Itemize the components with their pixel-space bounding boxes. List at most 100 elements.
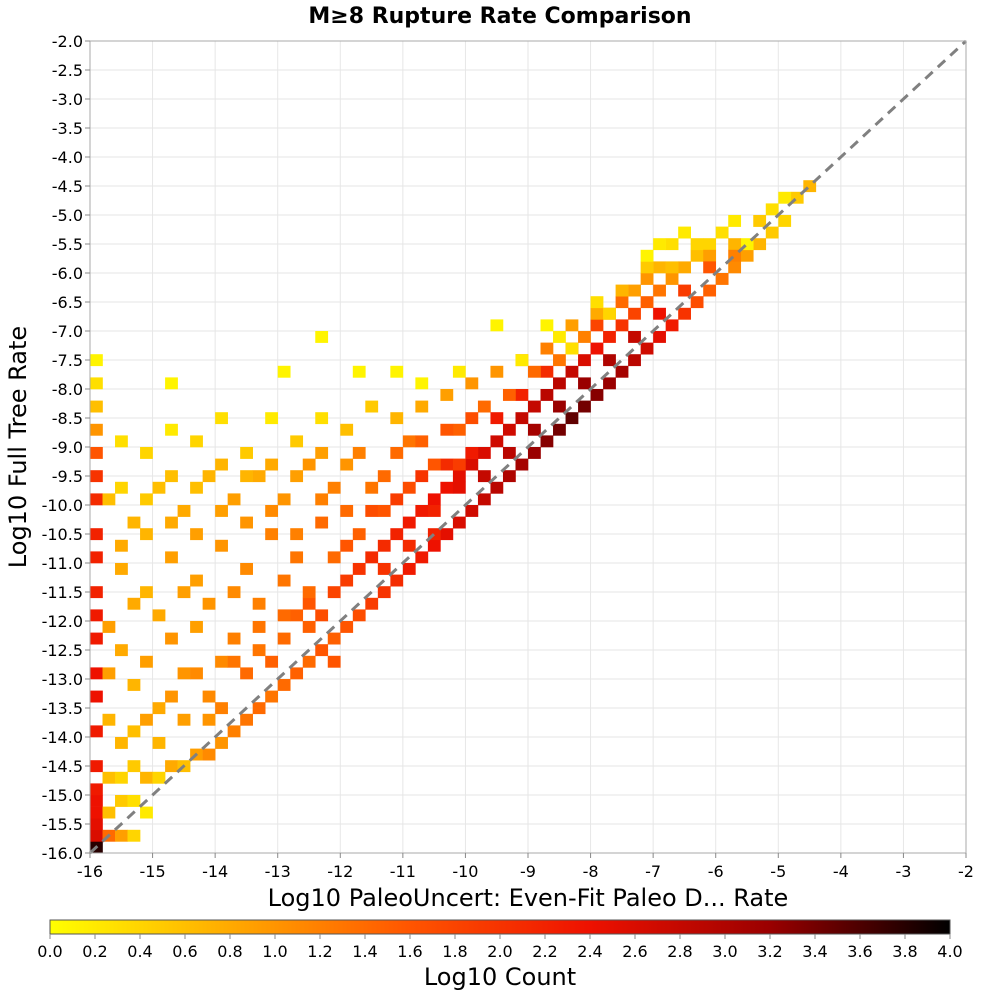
heatmap-cell	[115, 435, 128, 448]
heatmap-cell	[553, 400, 566, 413]
heatmap-cell	[715, 226, 729, 239]
heatmap-cell	[377, 563, 391, 575]
heatmap-cell	[615, 284, 629, 297]
heatmap-cell	[227, 586, 241, 599]
y-tick-label: -7.5	[52, 351, 83, 370]
heatmap-cell	[115, 563, 128, 575]
heatmap-cell	[140, 447, 153, 459]
heatmap-cell	[177, 586, 191, 599]
colorbar-tick-label: 3.2	[757, 942, 782, 961]
heatmap-cell	[115, 795, 128, 807]
heatmap-cell	[365, 505, 379, 517]
heatmap-cell	[765, 203, 779, 216]
heatmap-cell	[415, 470, 429, 483]
heatmap-cell	[728, 238, 742, 251]
heatmap-cell	[728, 249, 742, 262]
heatmap-cell	[603, 377, 616, 390]
heatmap-cell	[102, 667, 116, 680]
heatmap-cell	[553, 331, 566, 343]
heatmap-cell	[327, 632, 341, 645]
heatmap-cell	[90, 447, 103, 459]
heatmap-cell	[540, 389, 554, 401]
heatmap-cell	[540, 319, 554, 332]
colorbar-title: Log10 Count	[424, 963, 576, 991]
heatmap-cell	[590, 296, 604, 309]
y-tick-label: -14.0	[42, 728, 83, 747]
heatmap-cell	[252, 621, 266, 633]
heatmap-cell	[590, 389, 604, 401]
heatmap-cell	[277, 632, 291, 645]
x-axis-title: Log10 PaleoUncert: Even-Fit Paleo D... R…	[268, 884, 789, 912]
heatmap-cell	[653, 284, 666, 297]
heatmap-cell	[390, 493, 404, 506]
heatmap-cell	[703, 238, 717, 251]
heatmap-cell	[603, 307, 616, 320]
heatmap-cell	[578, 400, 591, 413]
heatmap-cell	[252, 644, 266, 657]
heatmap-cell	[165, 377, 178, 390]
heatmap-cell	[465, 458, 479, 471]
heatmap-cell	[340, 423, 354, 436]
y-axis-ticks: -16.0 -15.5 -15.0 -14.5 -14.0 -13.5 -13.0 -12.5…	[42, 32, 90, 863]
heatmap-cell	[315, 412, 329, 425]
heatmap-cell	[490, 365, 504, 378]
heatmap-cell	[90, 795, 103, 807]
heatmap-cell	[452, 458, 466, 471]
heatmap-cell	[565, 342, 579, 355]
heatmap-cell	[277, 365, 291, 378]
heatmap-cell	[590, 342, 604, 355]
y-tick-label: -5.5	[52, 235, 83, 254]
heatmap-cell	[190, 528, 203, 541]
heatmap-cell	[665, 238, 679, 251]
x-tick-label: -11	[390, 862, 416, 881]
heatmap-cell	[165, 551, 178, 564]
heatmap-cell	[665, 273, 679, 285]
y-tick-label: -3.0	[52, 90, 83, 109]
x-tick-label: -5	[770, 862, 786, 881]
heatmap-cell	[415, 400, 429, 413]
colorbar-tick-label: 2.6	[622, 942, 647, 961]
heatmap-cell	[502, 389, 516, 401]
heatmap-cell	[152, 481, 166, 494]
y-tick-label: -3.5	[52, 119, 83, 138]
heatmap-cell	[315, 493, 329, 506]
heatmap-cell	[90, 354, 103, 367]
y-tick-label: -15.0	[42, 786, 83, 805]
heatmap-cell	[352, 528, 366, 541]
heatmap-cell	[628, 284, 641, 297]
heatmap-cell	[115, 539, 128, 552]
heatmap-cell	[290, 667, 304, 680]
colorbar-tick-label: 3.8	[892, 942, 917, 961]
heatmap-cell	[352, 447, 366, 459]
heatmap-cell	[502, 470, 516, 483]
heatmap-cell	[377, 470, 391, 483]
x-tick-label: -2	[958, 862, 974, 881]
heatmap-cell	[240, 667, 253, 680]
heatmap-cell	[115, 771, 128, 784]
heatmap-cell	[215, 458, 228, 471]
heatmap-cell	[603, 354, 616, 367]
x-tick-label: -4	[833, 862, 849, 881]
colorbar-tick-label: 0.6	[172, 942, 197, 961]
y-tick-label: -9.0	[52, 438, 83, 457]
heatmap-cell	[578, 354, 591, 367]
identity-line	[88, 39, 968, 855]
heatmap-cell	[202, 597, 216, 610]
heatmap-cell	[803, 180, 817, 193]
heatmap-cell	[390, 412, 404, 425]
heatmap-cell	[140, 586, 153, 599]
heatmap-cell	[277, 493, 291, 506]
heatmap-cell	[152, 702, 166, 715]
heatmap-cell	[140, 493, 153, 506]
heatmap-cell	[452, 470, 466, 483]
heatmap-cell	[240, 713, 253, 726]
heatmap-cell	[790, 191, 804, 204]
heatmap-cell	[90, 528, 103, 541]
heatmap-cell	[402, 516, 416, 529]
heatmap-cell	[327, 551, 341, 564]
heatmap-cell	[390, 528, 404, 541]
heatmap-cell	[227, 655, 241, 668]
heatmap-cell	[578, 377, 591, 390]
colorbar	[49, 919, 951, 935]
heatmap-cell	[290, 470, 304, 483]
